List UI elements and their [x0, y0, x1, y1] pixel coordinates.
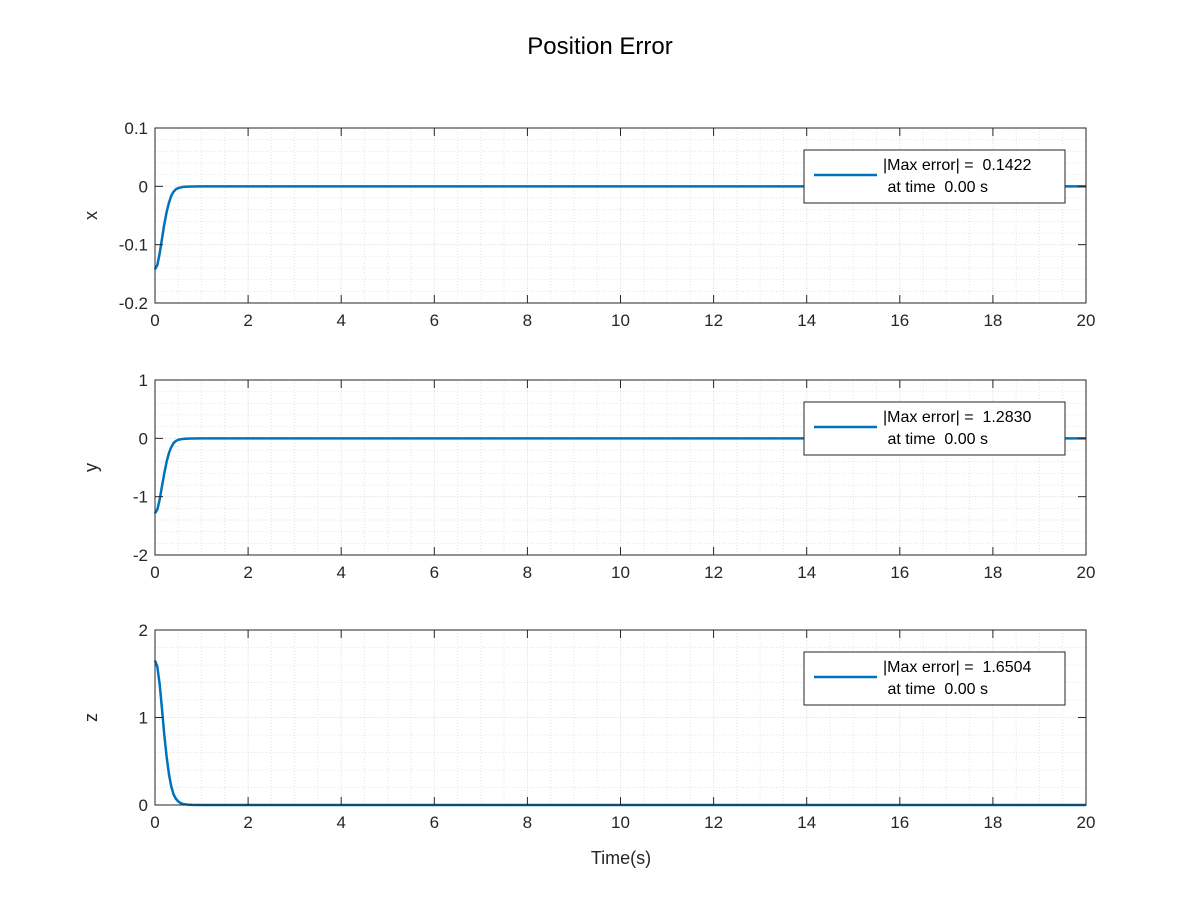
subplot-x: 0 2 4 6 8 10 12 14 16 18 20 -0.2 -0.1 0 0.1 x |Max error…	[81, 119, 1095, 330]
x-tick-label: 20	[1077, 311, 1096, 330]
legend: |Max error| = 1.6504 at time 0.00 s	[803, 651, 1066, 706]
y-tick-label: 2	[139, 621, 148, 640]
x-tick-label: 18	[983, 563, 1002, 582]
x-tick-label: 8	[523, 813, 532, 832]
legend-label: |Max error| = 1.2830 at time 0.00 s	[883, 409, 1031, 448]
legend-line-2: at time 0.00 s	[883, 179, 988, 196]
subplot-y: 0 2 4 6 8 10 12 14 16 18 20 -2 -1 0 1 y |Max error| = 1.…	[81, 371, 1095, 582]
legend-line-1: |Max error| = 1.2830	[883, 409, 1031, 426]
x-tick-label: 2	[243, 813, 252, 832]
subplots: 0 2 4 6 8 10 12 14 16 18 20-0.2-0.100.1x|Max error…	[81, 119, 1095, 832]
figure-title: Position Error	[527, 33, 672, 60]
x-tick-label: 16	[890, 813, 909, 832]
x-tick-label: 0	[150, 311, 159, 330]
legend-box	[803, 401, 1066, 456]
series-line-y	[153, 437, 1086, 514]
legend: |Max error| = 1.2830 at time 0.00 s	[803, 401, 1066, 456]
x-tick-label: 2	[243, 311, 252, 330]
x-tick-label: 16	[890, 563, 909, 582]
x-tick-label: 14	[797, 563, 816, 582]
legend-line-2: at time 0.00 s	[883, 431, 988, 448]
x-tick-label: 0	[150, 563, 159, 582]
y-tick-label: -0.2	[119, 294, 148, 313]
y-axis-label-z: z	[81, 713, 101, 722]
x-tick-label: 18	[983, 813, 1002, 832]
x-tick-label: 2	[243, 563, 252, 582]
x-tick-label: 6	[430, 813, 439, 832]
x-tick-label: 20	[1077, 813, 1096, 832]
x-tick-label: 4	[336, 311, 345, 330]
y-tick-label: -0.1	[119, 236, 148, 255]
legend: |Max error| = 0.1422 at time 0.00 s	[803, 149, 1066, 204]
y-tick-label: -1	[133, 488, 148, 507]
x-tick-label: 16	[890, 311, 909, 330]
x-tick-label: 12	[704, 813, 723, 832]
legend-line-1: |Max error| = 0.1422	[883, 157, 1031, 174]
x-tick-label: 18	[983, 311, 1002, 330]
x-tick-label: 14	[797, 311, 816, 330]
legend-line-2: at time 0.00 s	[883, 681, 988, 698]
x-tick-label: 6	[430, 311, 439, 330]
x-tick-label: 0	[150, 813, 159, 832]
legend-label: |Max error| = 0.1422 at time 0.00 s	[883, 157, 1031, 196]
legend-line-1: |Max error| = 1.6504	[883, 659, 1031, 676]
x-tick-label: 10	[611, 311, 630, 330]
series-line-x	[153, 185, 1086, 270]
legend-box	[803, 651, 1066, 706]
y-tick-label: 0	[139, 177, 148, 196]
x-tick-label: 8	[523, 563, 532, 582]
x-tick-label: 14	[797, 813, 816, 832]
y-tick-label: 0.1	[124, 119, 148, 138]
x-tick-label: 8	[523, 311, 532, 330]
x-tick-label: 10	[611, 563, 630, 582]
x-tick-label: 12	[704, 311, 723, 330]
x-tick-label: 4	[336, 813, 345, 832]
y-tick-label: -2	[133, 546, 148, 565]
legend-label: |Max error| = 1.6504 at time 0.00 s	[883, 659, 1031, 698]
x-tick-label: 20	[1077, 563, 1096, 582]
y-axis-label-y: y	[81, 463, 101, 472]
y-tick-label: 0	[139, 796, 148, 815]
x-tick-label: 12	[704, 563, 723, 582]
y-tick-label: 1	[139, 371, 148, 390]
y-tick-label: 1	[139, 709, 148, 728]
x-tick-label: 6	[430, 563, 439, 582]
y-axis-label-x: x	[81, 211, 101, 220]
x-tick-label: 4	[336, 563, 345, 582]
legend-box	[803, 149, 1066, 204]
y-tick-label: 0	[139, 429, 148, 448]
x-axis-label: Time(s)	[591, 848, 651, 868]
x-tick-label: 10	[611, 813, 630, 832]
